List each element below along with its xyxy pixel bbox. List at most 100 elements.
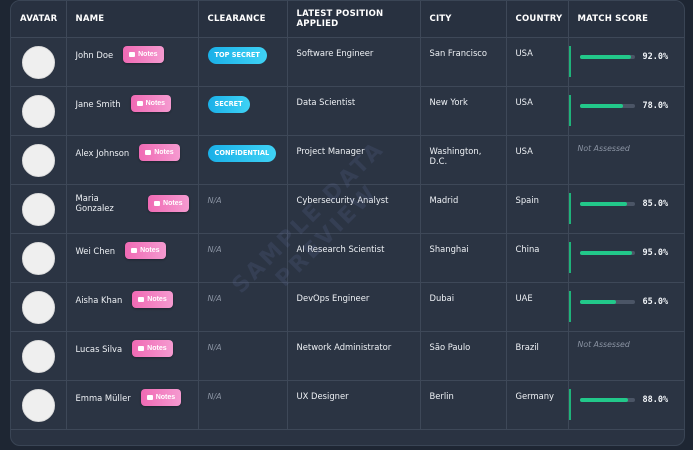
country-cell: USA [506, 37, 569, 87]
position-cell: Network Administrator [287, 331, 421, 381]
avatar[interactable] [21, 340, 55, 373]
avatar[interactable] [21, 193, 55, 226]
match-score: 85.0% [568, 193, 676, 224]
match-score-value: 95.0% [642, 247, 669, 258]
candidate-name: Wei Chen [75, 245, 116, 256]
avatar[interactable] [21, 242, 55, 275]
notes-button[interactable]: Notes [139, 144, 180, 161]
notes-button-label: Notes [145, 100, 166, 107]
avatar-cell [11, 282, 67, 332]
avatar[interactable] [21, 291, 55, 324]
header-city[interactable]: CITY [420, 1, 507, 38]
city-text: San Francisco [429, 48, 488, 58]
avatar-cell [11, 380, 67, 430]
table-row[interactable]: John Doe Notes TOP SECRET Software Engin… [11, 37, 684, 87]
clearance-na: N/A [207, 245, 222, 254]
position-cell: Software Engineer [287, 37, 421, 87]
notes-button[interactable]: Notes [132, 340, 173, 357]
city-cell: São Paulo [420, 331, 507, 381]
notes-button[interactable]: Notes [123, 46, 164, 63]
country-text: China [515, 244, 540, 254]
table-row[interactable]: Jane Smith Notes SECRET Data Scientist N… [11, 86, 684, 136]
notes-button[interactable]: Notes [130, 95, 172, 112]
table-row[interactable]: Wei Chen Notes N/A AI Research Scientist… [11, 233, 684, 283]
match-score-cell: 88.0% [568, 380, 684, 430]
note-icon [129, 52, 136, 57]
name-cell: Jane Smith Notes [66, 86, 199, 136]
city-text: Madrid [429, 195, 459, 205]
city-cell: San Francisco [420, 37, 507, 87]
clearance-badge: SECRET [207, 96, 250, 113]
notes-button-label: Notes [138, 51, 158, 58]
table-row[interactable]: Maria Gonzalez Notes N/A Cybersecurity A… [11, 184, 684, 234]
match-score-value: 85.0% [642, 198, 669, 209]
city-cell: Washington, D.C. [420, 135, 507, 185]
match-score: 92.0% [568, 46, 676, 77]
country-cell: USA [506, 135, 569, 185]
notes-button[interactable]: Notes [140, 389, 182, 406]
header-avatar[interactable]: AVATAR [11, 1, 67, 38]
name-cell: Alex Johnson Notes [66, 135, 199, 185]
country-cell: Spain [506, 184, 569, 234]
candidate-name: Lucas Silva [75, 343, 123, 354]
position-cell: UX Designer [287, 380, 421, 430]
notes-button[interactable]: Notes [125, 242, 166, 259]
city-text: Berlin [429, 391, 454, 401]
position-text: Software Engineer [296, 48, 374, 58]
candidate-name: Alex Johnson [75, 147, 130, 158]
country-cell: USA [506, 86, 569, 136]
position-text: DevOps Engineer [296, 293, 370, 303]
city-cell: Dubai [420, 282, 507, 332]
position-cell: DevOps Engineer [287, 282, 421, 332]
country-text: USA [515, 48, 533, 58]
country-text: USA [515, 146, 533, 156]
clearance-na: N/A [207, 392, 222, 401]
country-cell: Brazil [506, 331, 569, 381]
name-cell: Emma Müller Notes [66, 380, 199, 430]
match-score-cell: 95.0% [568, 233, 684, 283]
match-score-bar [579, 250, 635, 255]
candidate-name: Jane Smith [75, 98, 121, 109]
header-name[interactable]: NAME [66, 1, 199, 38]
country-text: Germany [515, 391, 555, 401]
name-cell: Maria Gonzalez Notes [66, 184, 199, 234]
candidate-name: John Doe [75, 49, 114, 60]
match-score-bar [579, 299, 635, 304]
avatar[interactable] [21, 389, 55, 422]
table-body: John Doe Notes TOP SECRET Software Engin… [11, 37, 684, 430]
header-match-score[interactable]: MATCH SCORE [568, 1, 684, 38]
avatar[interactable] [21, 144, 55, 177]
match-score-cell: Not Assessed [568, 331, 684, 381]
notes-button[interactable]: Notes [148, 194, 189, 212]
notes-button[interactable]: Notes [132, 291, 173, 308]
table-row[interactable]: Emma Müller Notes N/A UX Designer Berlin… [11, 380, 684, 430]
header-country[interactable]: COUNTRY [506, 1, 569, 38]
country-cell: China [506, 233, 569, 283]
match-score-bar-fill [579, 201, 627, 206]
position-text: Network Administrator [296, 342, 392, 352]
notes-button-label: Notes [154, 149, 174, 156]
avatar-cell [11, 331, 67, 381]
avatar-cell [11, 37, 67, 87]
notes-button-label: Notes [155, 394, 176, 401]
country-cell: UAE [506, 282, 569, 332]
position-text: Cybersecurity Analyst [296, 195, 389, 205]
match-score-value: 88.0% [642, 394, 669, 405]
table-row[interactable]: Lucas Silva Notes N/A Network Administra… [11, 331, 684, 381]
header-position[interactable]: LATEST POSITION APPLIED [287, 1, 421, 38]
position-cell: Data Scientist [287, 86, 421, 136]
avatar[interactable] [21, 95, 55, 128]
table-row[interactable]: Aisha Khan Notes N/A DevOps Engineer Dub… [11, 282, 684, 332]
avatar-cell [11, 86, 67, 136]
match-score-not-assessed: Not Assessed [577, 144, 630, 153]
candidate-name: Maria Gonzalez [75, 193, 114, 213]
notes-button-label: Notes [140, 247, 160, 254]
match-score: 65.0% [568, 291, 676, 322]
match-score-not-assessed: Not Assessed [577, 340, 630, 349]
avatar[interactable] [21, 46, 55, 79]
clearance-badge: TOP SECRET [207, 47, 267, 64]
match-score-value: 65.0% [642, 296, 669, 307]
table-row[interactable]: Alex Johnson Notes CONFIDENTIAL Project … [11, 135, 684, 185]
header-clearance[interactable]: CLEARANCE [198, 1, 288, 38]
match-score-bar [579, 397, 635, 402]
